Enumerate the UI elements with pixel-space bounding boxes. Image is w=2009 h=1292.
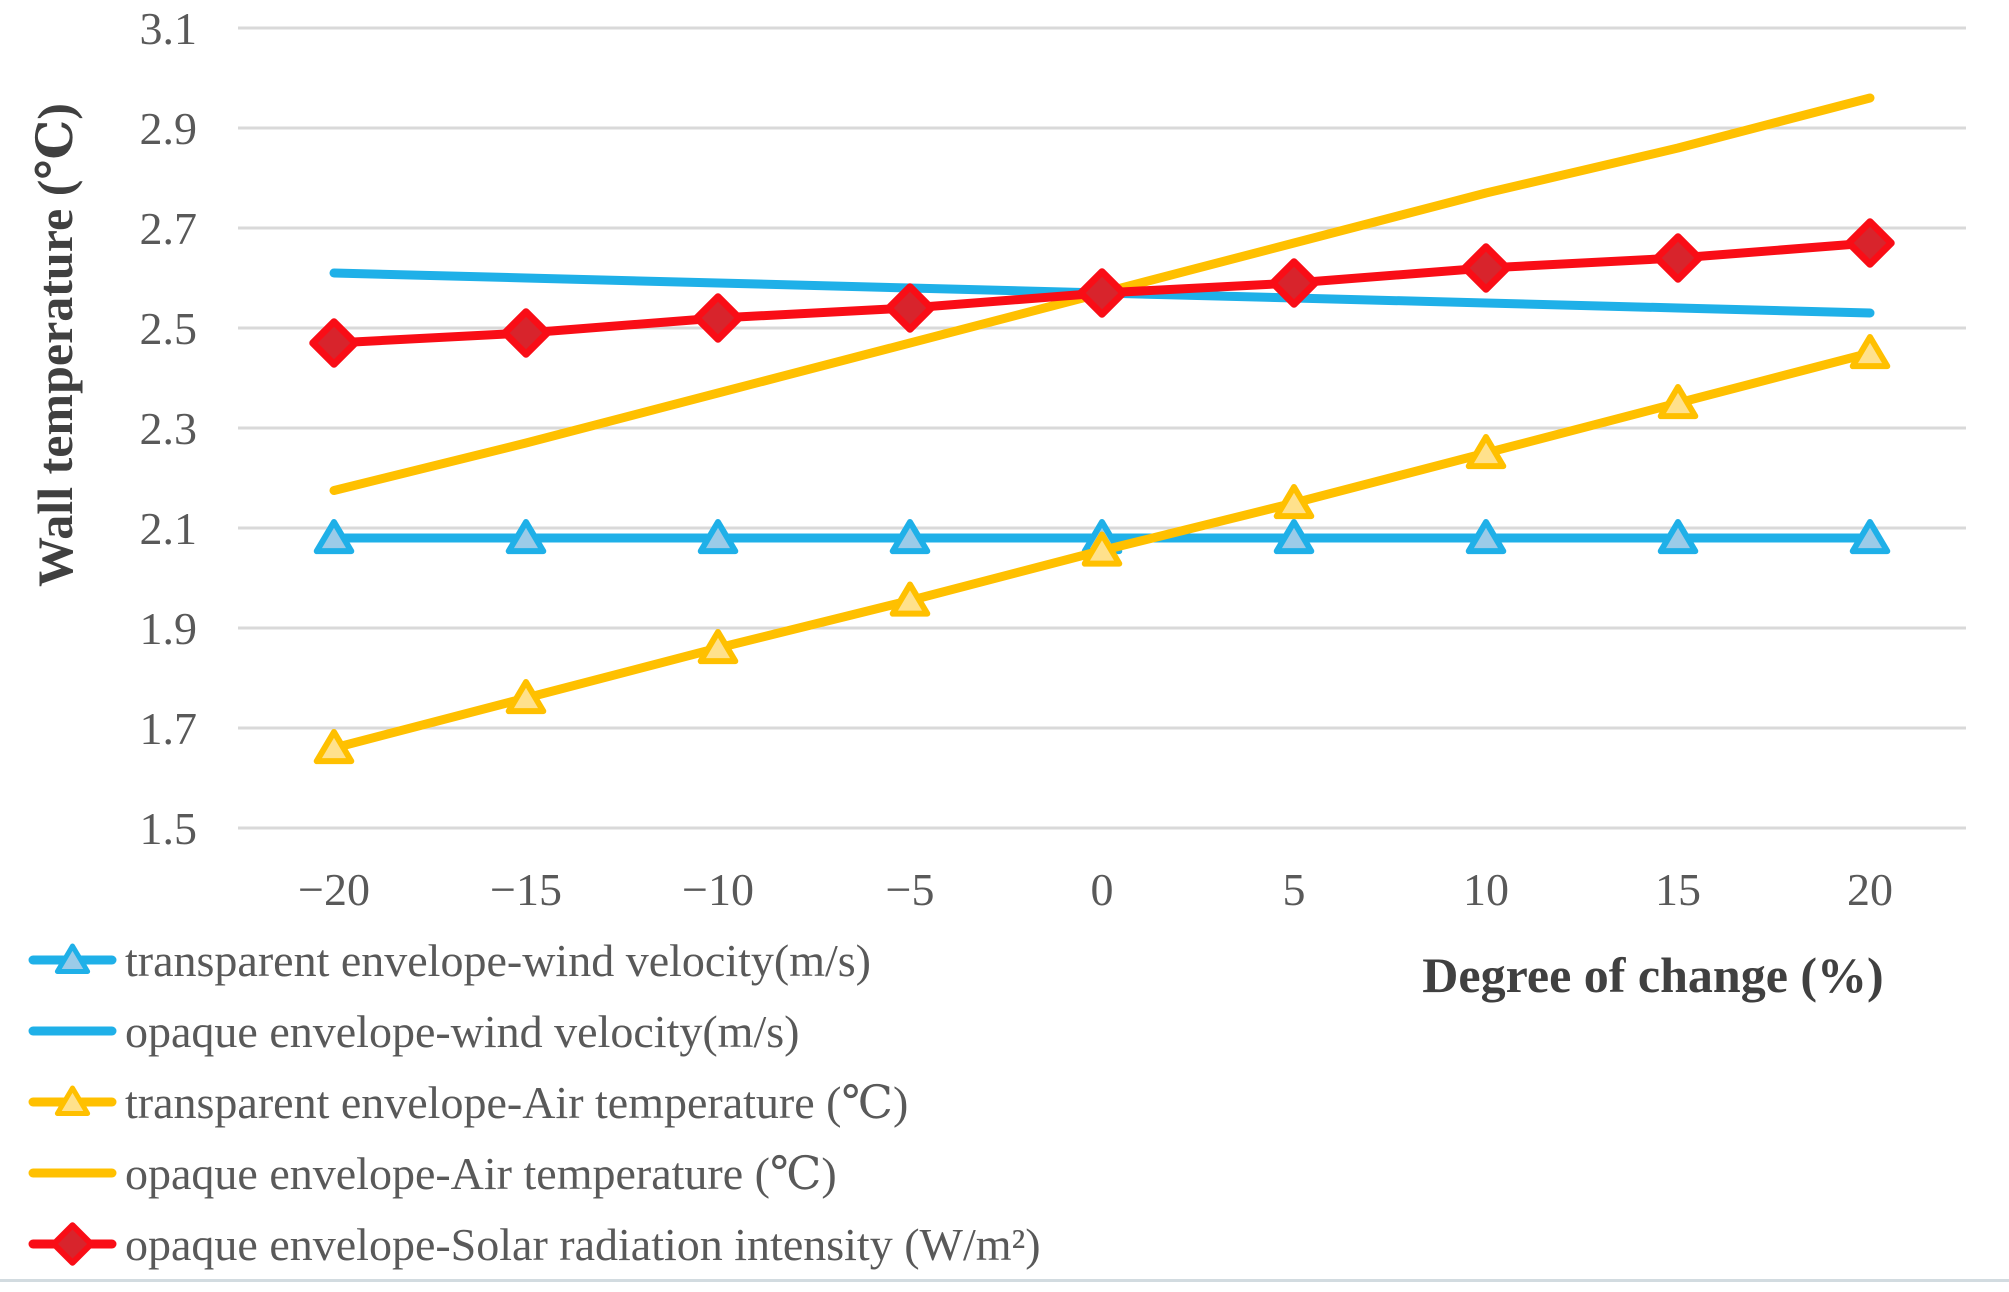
triangle-marker	[1081, 531, 1123, 567]
diamond-marker	[693, 293, 743, 343]
legend-diamond-marker	[50, 1222, 95, 1266]
x-tick-label: 20	[1847, 864, 1893, 915]
legend: transparent envelope-wind velocity(m/s) o…	[28, 935, 1041, 1270]
y-axis-title: Wall temperature (℃)	[27, 103, 83, 587]
legend-label: transparent envelope-Air temperature (℃)	[125, 1077, 908, 1128]
triangle-marker	[1849, 334, 1891, 370]
bottom-rule	[0, 1279, 2009, 1282]
triangle-marker	[1465, 434, 1507, 470]
y-tick-label: 2.7	[140, 203, 198, 254]
triangle-marker	[889, 519, 931, 555]
legend-label: opaque envelope-Solar radiation intensit…	[125, 1219, 1041, 1270]
x-tick-label: −5	[886, 864, 935, 915]
x-tick-label: 10	[1463, 864, 1509, 915]
x-tick-label: −15	[490, 864, 562, 915]
x-tick-label: −10	[682, 864, 754, 915]
diamond-marker	[309, 318, 359, 368]
diamond-marker	[1269, 258, 1319, 308]
y-tick-label: 2.3	[140, 403, 198, 454]
legend-row: transparent envelope-Air temperature (℃)	[28, 1077, 908, 1128]
y-tick-label: 3.1	[140, 3, 198, 54]
x-tick-label: 5	[1283, 864, 1306, 915]
triangle-marker	[697, 629, 739, 665]
legend-triangle-marker	[54, 1085, 91, 1116]
y-tick-label: 1.9	[140, 603, 198, 654]
x-axis-title: Degree of change (%)	[1422, 947, 1883, 1003]
triangle-marker	[313, 729, 355, 765]
triangle-marker	[505, 679, 547, 715]
data-series	[309, 93, 1895, 765]
diamond-marker	[501, 308, 551, 358]
diamond-marker	[1461, 243, 1511, 293]
triangle-marker	[505, 519, 547, 555]
y-axis-tick-labels: 3.1 2.9 2.7 2.5 2.3 2.1 1.9 1.7 1.5	[140, 3, 198, 854]
legend-label: transparent envelope-wind velocity(m/s)	[125, 935, 871, 986]
legend-row: transparent envelope-wind velocity(m/s)	[28, 935, 871, 986]
triangle-marker	[889, 581, 931, 617]
triangle-marker	[1657, 384, 1699, 420]
triangle-marker	[313, 519, 355, 555]
x-tick-label: 0	[1091, 864, 1114, 915]
y-tick-label: 1.7	[140, 703, 198, 754]
y-tick-label: 2.5	[140, 303, 198, 354]
triangle-marker	[697, 519, 739, 555]
diamond-marker	[885, 283, 935, 333]
triangle-marker	[1273, 484, 1315, 520]
y-tick-label: 2.9	[140, 103, 198, 154]
x-tick-label: 15	[1655, 864, 1701, 915]
diamond-marker	[1077, 268, 1127, 318]
diamond-marker	[1653, 233, 1703, 283]
y-tick-label: 1.5	[140, 803, 198, 854]
x-tick-label: −20	[298, 864, 370, 915]
legend-triangle-marker	[54, 943, 91, 974]
legend-row: opaque envelope-Air temperature (℃)	[28, 1148, 837, 1199]
triangle-marker	[1273, 519, 1315, 555]
legend-row: opaque envelope-Solar radiation intensit…	[28, 1219, 1041, 1270]
diamond-marker	[1845, 218, 1895, 268]
triangle-marker	[1849, 519, 1891, 555]
legend-label: opaque envelope-wind velocity(m/s)	[125, 1006, 799, 1057]
y-tick-label: 2.1	[140, 503, 198, 554]
series-3	[313, 334, 1891, 765]
legend-row: opaque envelope-wind velocity(m/s)	[28, 1006, 799, 1057]
triangle-marker	[1657, 519, 1699, 555]
series-5	[309, 218, 1895, 368]
triangle-marker	[1465, 519, 1507, 555]
x-axis-tick-labels: −20 −15 −10 −5 0 5 10 15 20	[298, 864, 1893, 915]
legend-label: opaque envelope-Air temperature (℃)	[125, 1148, 837, 1199]
